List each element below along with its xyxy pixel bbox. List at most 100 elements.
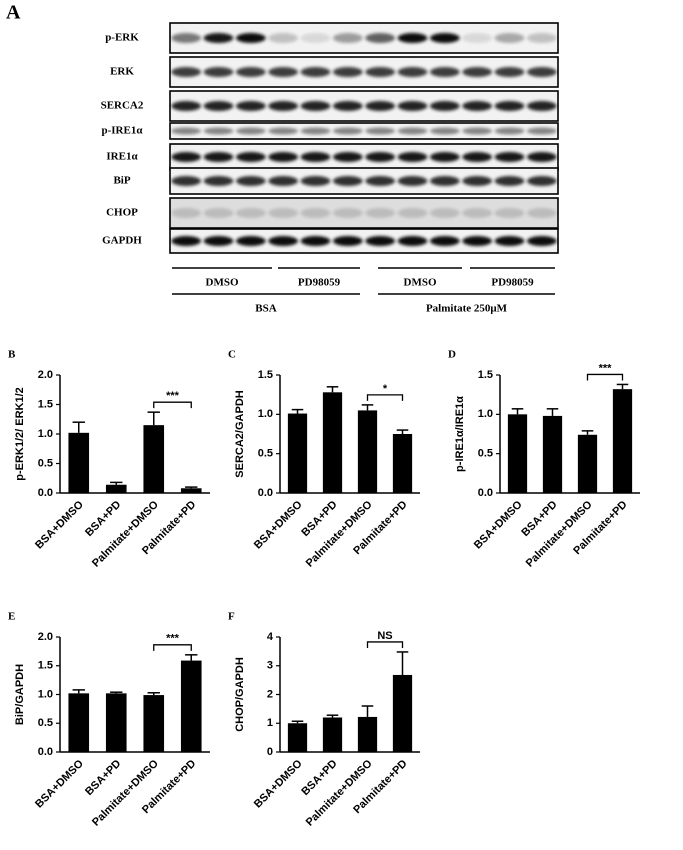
blot-row-label: p-IRE1α — [102, 125, 144, 137]
significance-bracket — [153, 401, 192, 409]
y-tick-label: 1.0 — [38, 688, 53, 700]
band — [332, 101, 363, 111]
band — [203, 67, 234, 77]
y-tick-label: 0.5 — [38, 717, 53, 729]
x-tick-label: Palmitate+DMSO — [90, 757, 161, 828]
band — [462, 101, 493, 111]
x-tick-label: BSA+DMSO — [252, 498, 305, 551]
panel-label: C — [228, 349, 236, 361]
y-axis-label: BiP/GAPDH — [14, 664, 26, 725]
band — [397, 176, 428, 186]
band — [268, 208, 299, 218]
band — [365, 127, 396, 135]
band — [494, 33, 525, 43]
blot-row-label: BiP — [113, 175, 130, 187]
band — [429, 67, 460, 77]
significance-label: *** — [166, 390, 180, 402]
blot-frame — [169, 22, 559, 54]
group-label: DMSO — [206, 277, 239, 289]
band — [397, 152, 428, 162]
blot-row-label: ERK — [110, 66, 134, 78]
band — [494, 236, 525, 246]
band — [203, 208, 234, 218]
bar — [105, 484, 127, 493]
y-tick-label: 0.5 — [258, 448, 273, 460]
y-tick-label: 2.0 — [38, 631, 53, 643]
band — [526, 67, 557, 77]
band — [235, 176, 266, 186]
y-tick-label: 3 — [267, 660, 273, 672]
y-axis-label: p-IRE1α/IRE1α — [454, 396, 466, 472]
x-tick-label: BSA+DMSO — [252, 757, 305, 810]
bar — [392, 434, 413, 493]
band — [203, 33, 234, 43]
band — [526, 127, 557, 135]
band — [268, 101, 299, 111]
y-tick-label: 1.0 — [478, 408, 493, 420]
band — [268, 236, 299, 246]
bar — [287, 413, 308, 493]
band — [171, 176, 202, 186]
significance-label: NS — [377, 630, 392, 642]
treatment-label: Palmitate 250μM — [426, 303, 508, 315]
y-tick-label: 0.0 — [258, 487, 273, 499]
band — [365, 33, 396, 43]
bar — [357, 410, 378, 493]
band — [300, 152, 331, 162]
band — [494, 127, 525, 135]
band — [300, 67, 331, 77]
band — [526, 33, 557, 43]
bar — [357, 716, 378, 752]
y-tick-label: 4 — [267, 631, 274, 643]
blot-row-label: p-ERK — [105, 32, 139, 44]
y-tick-label: 1 — [267, 717, 273, 729]
band — [365, 152, 396, 162]
y-axis-label: SERCA2/GAPDH — [234, 390, 246, 477]
band — [365, 176, 396, 186]
blot-row-label: GAPDH — [102, 235, 142, 247]
blot-row-label: CHOP — [106, 207, 138, 219]
blot-frame — [169, 228, 559, 254]
bar — [542, 415, 563, 493]
band — [171, 127, 202, 135]
band — [494, 101, 525, 111]
bar — [322, 392, 343, 493]
y-tick-label: 0.5 — [478, 448, 493, 460]
band — [332, 152, 363, 162]
bar — [392, 674, 413, 752]
bar — [143, 695, 165, 752]
significance-bracket — [153, 644, 192, 651]
y-tick-label: 0 — [267, 746, 273, 758]
band — [203, 236, 234, 246]
band — [397, 67, 428, 77]
band — [462, 236, 493, 246]
band — [332, 33, 363, 43]
group-label: PD98059 — [298, 277, 341, 289]
band — [494, 67, 525, 77]
band — [300, 208, 331, 218]
panel-label: E — [8, 611, 15, 623]
panel-label: B — [8, 349, 16, 361]
x-tick-label: BSA+DMSO — [33, 498, 86, 551]
group-label: DMSO — [404, 277, 437, 289]
band — [171, 236, 202, 246]
band — [429, 176, 460, 186]
band — [268, 67, 299, 77]
x-tick-label: Palmitate+DMSO — [304, 498, 375, 569]
band — [268, 33, 299, 43]
y-axis-label: CHOP/GAPDH — [234, 657, 246, 732]
band — [397, 33, 428, 43]
y-tick-label: 2.0 — [38, 369, 53, 381]
bar — [577, 434, 598, 493]
y-axis-label: p-ERK1/2/ ERK1/2 — [14, 387, 26, 481]
band — [429, 152, 460, 162]
significance-label: *** — [599, 362, 613, 374]
blot-frame — [169, 122, 559, 140]
bar — [612, 389, 633, 493]
band — [332, 208, 363, 218]
band — [268, 176, 299, 186]
band — [365, 67, 396, 77]
band — [171, 33, 202, 43]
band — [332, 67, 363, 77]
